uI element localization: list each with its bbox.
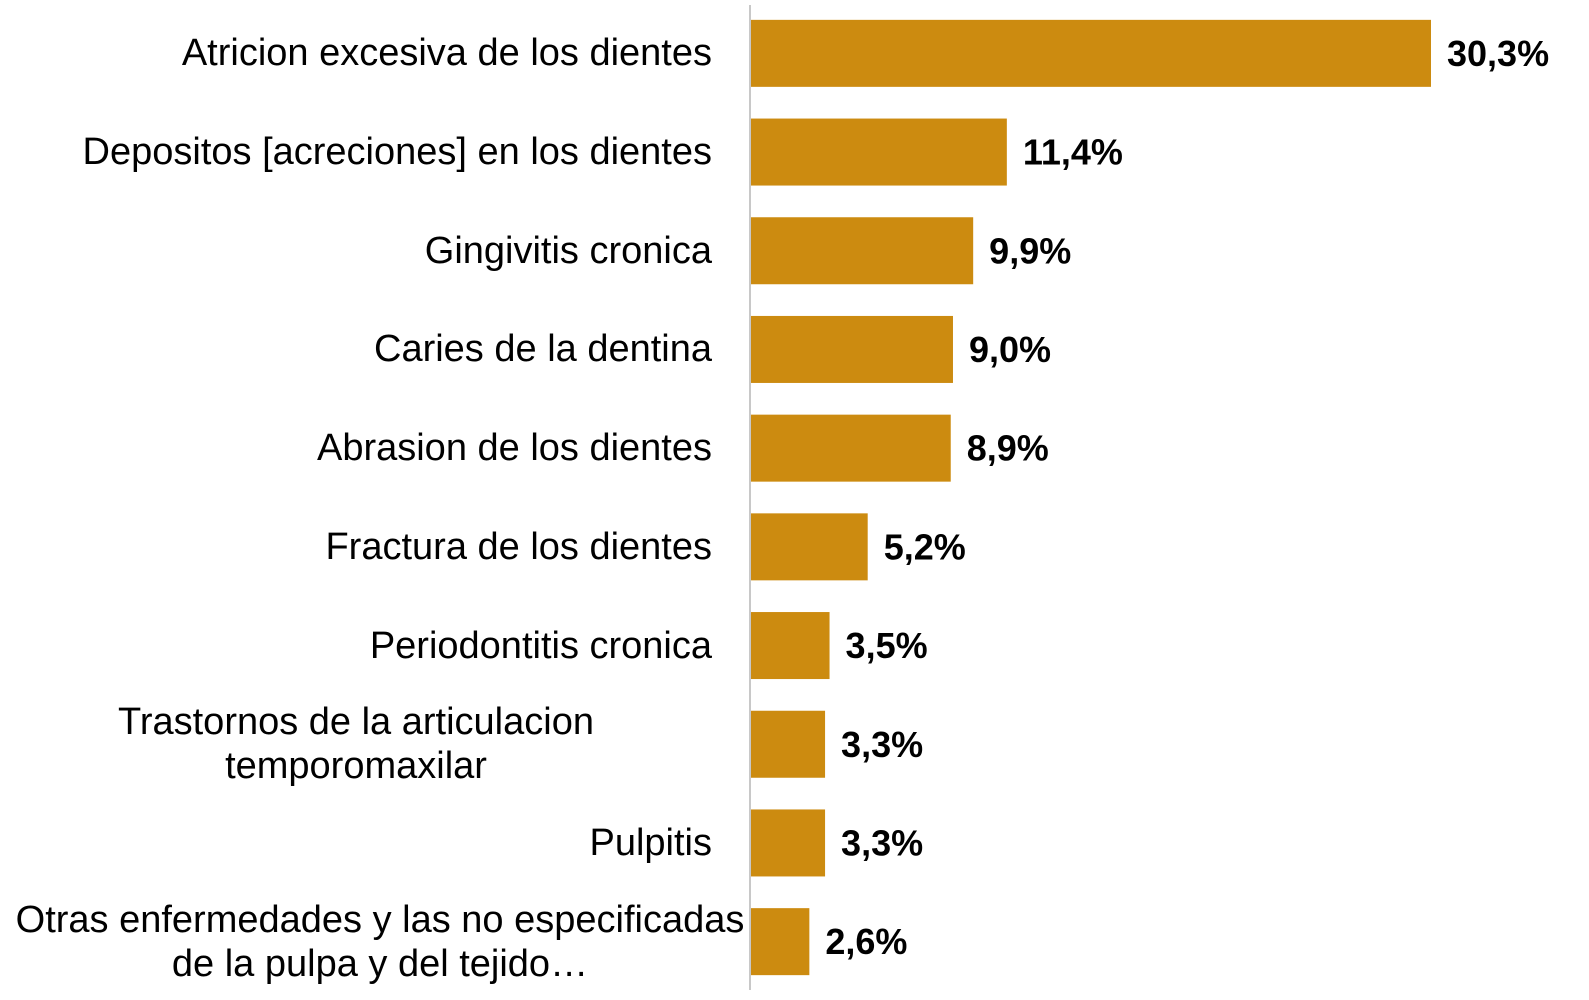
category-label: Periodontitis cronica (369, 624, 712, 667)
value-label: 3,3% (841, 724, 923, 765)
category-label-box: Caries de la dentina (374, 327, 712, 371)
category-label: Abrasion de los dientes (316, 427, 712, 470)
category-label-box: Gingivitis cronica (425, 229, 712, 273)
category-label: Depositos [acreciones] en los dientes (82, 131, 712, 174)
bar (751, 809, 826, 877)
bar (751, 118, 1007, 186)
category-label: Otras enfermedades y las no especificada… (15, 898, 745, 985)
bar (751, 414, 951, 482)
category-label: Fractura de los dientes (325, 525, 712, 568)
bar (751, 315, 953, 383)
category-label: Trastornos de la articulacion temporomax… (118, 701, 594, 788)
value-label: 9,0% (969, 329, 1051, 370)
bar (751, 710, 826, 778)
value-label: 9,9% (989, 230, 1071, 271)
category-label-box: Trastornos de la articulacion temporomax… (0, 700, 712, 788)
category-label: Pulpitis (589, 821, 713, 864)
bar (751, 908, 810, 976)
bar (751, 217, 974, 285)
value-label: 30,3% (1447, 33, 1549, 74)
category-label-box: Depositos [acreciones] en los dientes (83, 130, 712, 174)
value-label: 3,5% (846, 625, 928, 666)
value-label: 5,2% (884, 526, 966, 567)
bar (751, 513, 868, 581)
value-label: 11,4% (1023, 132, 1123, 173)
category-label-box: Fractura de los dientes (325, 525, 712, 569)
category-label: Atricion excesiva de los dientes (181, 32, 712, 75)
bar (751, 612, 830, 680)
value-label: 8,9% (967, 428, 1049, 469)
category-label-box: Atricion excesiva de los dientes (182, 31, 712, 75)
value-label: 2,6% (825, 921, 907, 962)
bar (751, 19, 1431, 87)
category-label-box: Abrasion de los dientes (317, 426, 712, 470)
category-label-box: Pulpitis (590, 821, 713, 865)
category-label: Gingivitis cronica (424, 229, 712, 272)
category-label: Caries de la dentina (374, 328, 712, 371)
value-label: 3,3% (841, 822, 923, 863)
category-label-box: Otras enfermedades y las no especificada… (10, 898, 750, 986)
category-label-box: Periodontitis cronica (370, 624, 712, 668)
